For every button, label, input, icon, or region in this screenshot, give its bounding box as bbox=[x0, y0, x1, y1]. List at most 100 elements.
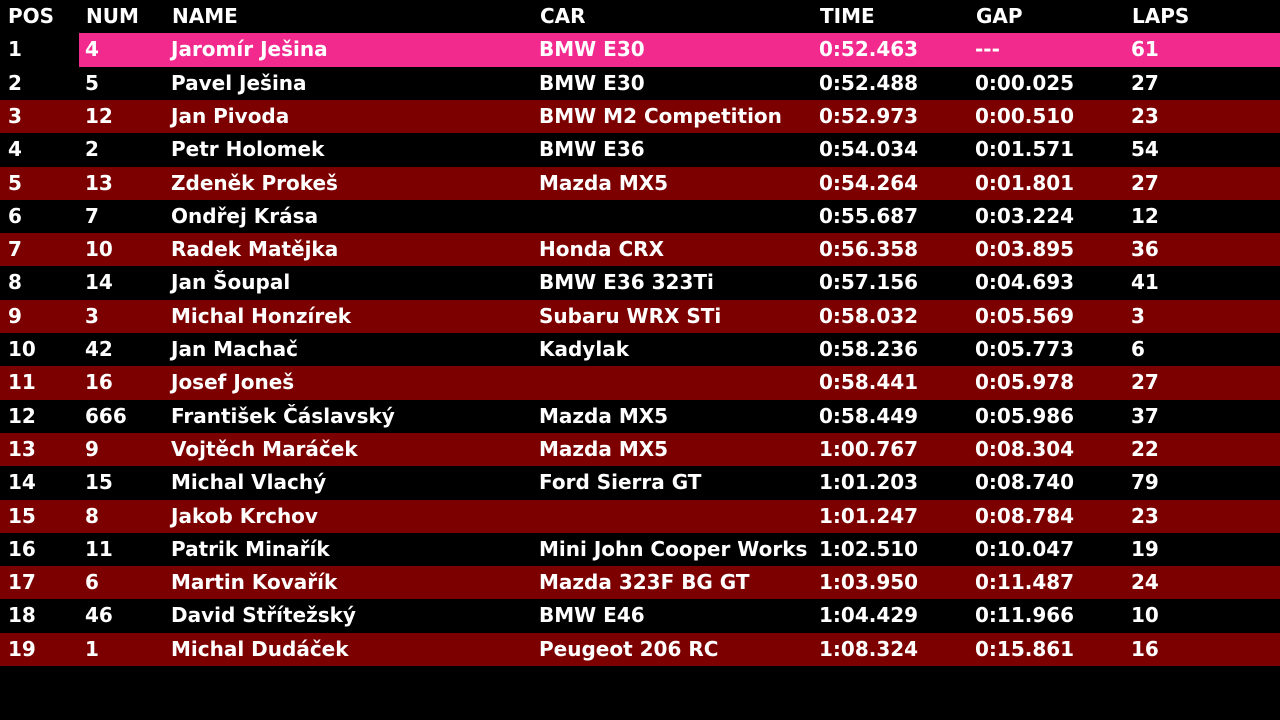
time-cell: 1:01.203 bbox=[819, 470, 919, 495]
name-cell: Ondřej Krása bbox=[171, 203, 319, 228]
result-row: 13 9 Vojtěch Maráček Mazda MX5 1:00.767 0:08.… bbox=[0, 432, 1280, 467]
pos-cell: 19 bbox=[8, 636, 36, 661]
num-cell: 8 bbox=[85, 503, 99, 528]
row-background bbox=[0, 499, 1280, 533]
pos-cell: 17 bbox=[8, 570, 36, 595]
time-cell: 0:52.463 bbox=[819, 37, 919, 62]
row-background bbox=[0, 99, 1280, 134]
time-cell: 1:03.950 bbox=[819, 570, 919, 595]
laps-cell: 27 bbox=[1131, 70, 1159, 95]
header-time: TIME bbox=[820, 4, 875, 28]
result-row: 1 4 Jaromír Ješina BMW E30 0:52.463 --- 61 bbox=[0, 33, 1280, 67]
name-cell: Jaromír Ješina bbox=[171, 37, 328, 62]
pos-cell: 9 bbox=[8, 303, 22, 328]
car-cell: Ford Sierra GT bbox=[539, 470, 702, 495]
pos-cell: 3 bbox=[8, 103, 22, 128]
gap-cell: 0:10.047 bbox=[975, 536, 1075, 561]
name-cell: Vojtěch Maráček bbox=[171, 436, 358, 461]
time-cell: 1:00.767 bbox=[819, 436, 919, 461]
row-background bbox=[0, 532, 1280, 567]
pos-cell: 5 bbox=[8, 170, 22, 195]
name-cell: Martin Kovařík bbox=[171, 570, 338, 595]
laps-cell: 41 bbox=[1131, 270, 1159, 295]
pos-cell: 8 bbox=[8, 270, 22, 295]
gap-cell: 0:01.801 bbox=[975, 170, 1075, 195]
pos-cell: 14 bbox=[8, 470, 36, 495]
num-cell: 7 bbox=[85, 203, 99, 228]
num-cell: 11 bbox=[85, 536, 113, 561]
result-row: 15 8 Jakob Krchov 1:01.247 0:08.784 23 bbox=[0, 499, 1280, 533]
header-row: POS NUM NAME CAR TIME GAP LAPS bbox=[0, 0, 1280, 33]
name-cell: Josef Joneš bbox=[171, 370, 295, 395]
gap-cell: 0:00.025 bbox=[975, 70, 1075, 95]
pos-cell: 15 bbox=[8, 503, 36, 528]
gap-cell: 0:03.895 bbox=[975, 237, 1075, 262]
pos-cell: 13 bbox=[8, 436, 36, 461]
num-cell: 15 bbox=[85, 470, 113, 495]
result-row: 9 3 Michal Honzírek Subaru WRX STi 0:58.032 0… bbox=[0, 299, 1280, 333]
num-cell: 2 bbox=[85, 137, 99, 162]
row-background bbox=[0, 333, 1280, 367]
result-row: 12 666 František Čáslavský Mazda MX5 0:58.44… bbox=[0, 399, 1280, 433]
time-cell: 0:55.687 bbox=[819, 203, 919, 228]
time-cell: 0:54.264 bbox=[819, 170, 919, 195]
pos-cell: 18 bbox=[8, 603, 36, 628]
row-background bbox=[0, 233, 1280, 267]
car-cell: Honda CRX bbox=[539, 237, 664, 262]
num-cell: 42 bbox=[85, 337, 113, 361]
result-row: 11 16 Josef Joneš 0:58.441 0:05.978 27 bbox=[0, 366, 1280, 400]
gap-cell: 0:05.773 bbox=[975, 337, 1075, 361]
result-row: 7 10 Radek Matějka Honda CRX 0:56.358 0:03.89… bbox=[0, 233, 1280, 267]
laps-cell: 10 bbox=[1131, 603, 1159, 628]
row-background bbox=[0, 466, 1280, 500]
laps-cell: 22 bbox=[1131, 436, 1159, 461]
time-cell: 0:58.032 bbox=[819, 303, 919, 328]
laps-cell: 79 bbox=[1131, 470, 1159, 495]
laps-cell: 12 bbox=[1131, 203, 1159, 228]
num-cell: 1 bbox=[85, 636, 99, 661]
name-cell: Jan Machač bbox=[171, 337, 298, 361]
gap-cell: 0:00.510 bbox=[975, 103, 1075, 128]
laps-cell: 24 bbox=[1131, 570, 1159, 595]
name-cell: Jakob Krchov bbox=[171, 503, 318, 528]
name-cell: Pavel Ješina bbox=[171, 70, 307, 95]
time-cell: 1:08.324 bbox=[819, 636, 919, 661]
time-cell: 0:58.449 bbox=[819, 403, 919, 428]
name-cell: Radek Matějka bbox=[171, 237, 339, 262]
gap-cell: 0:05.569 bbox=[975, 303, 1075, 328]
row-background bbox=[0, 432, 1280, 467]
result-row: 17 6 Martin Kovařík Mazda 323F BG GT 1:03.95… bbox=[0, 566, 1280, 600]
car-cell: Mazda 323F BG GT bbox=[539, 570, 750, 595]
row-background bbox=[0, 133, 1280, 167]
pos-cell: 12 bbox=[8, 403, 36, 428]
result-row: 16 11 Patrik Minařík Mini John Cooper Works… bbox=[0, 532, 1280, 567]
time-cell: 0:57.156 bbox=[819, 270, 919, 295]
car-cell: Kadylak bbox=[539, 337, 629, 361]
gap-cell: 0:11.487 bbox=[975, 570, 1075, 595]
result-row: 8 14 Jan Šoupal BMW E36 323Ti 0:57.156 0:04.6… bbox=[0, 266, 1280, 300]
laps-cell: 3 bbox=[1131, 303, 1145, 328]
car-cell: BMW M2 Competition bbox=[539, 103, 782, 128]
num-cell: 6 bbox=[85, 570, 99, 595]
laps-cell: 19 bbox=[1131, 536, 1159, 561]
laps-cell: 6 bbox=[1131, 337, 1145, 361]
row-background bbox=[0, 632, 1280, 666]
result-row: 5 13 Zdeněk Prokeš Mazda MX5 0:54.264 0:01.80… bbox=[0, 166, 1280, 200]
name-cell: Jan Pivoda bbox=[171, 103, 290, 128]
pos-cell: 4 bbox=[8, 137, 22, 162]
laps-cell: 36 bbox=[1131, 237, 1159, 262]
gap-cell: 0:08.304 bbox=[975, 436, 1075, 461]
gap-cell: 0:01.571 bbox=[975, 137, 1075, 162]
num-cell: 10 bbox=[85, 237, 113, 262]
header-car: CAR bbox=[540, 4, 586, 28]
pos-cell: 11 bbox=[8, 370, 36, 395]
num-cell: 16 bbox=[85, 370, 113, 395]
name-cell: Michal Honzírek bbox=[171, 303, 352, 328]
result-row: 2 5 Pavel Ješina BMW E30 0:52.488 0:00.025 27 bbox=[0, 66, 1280, 100]
header-pos: POS bbox=[8, 4, 55, 28]
car-cell: BMW E36 323Ti bbox=[539, 270, 714, 295]
laps-cell: 27 bbox=[1131, 170, 1159, 195]
time-cell: 0:58.236 bbox=[819, 337, 919, 361]
header-gap: GAP bbox=[976, 4, 1023, 28]
row-background bbox=[0, 599, 1280, 633]
